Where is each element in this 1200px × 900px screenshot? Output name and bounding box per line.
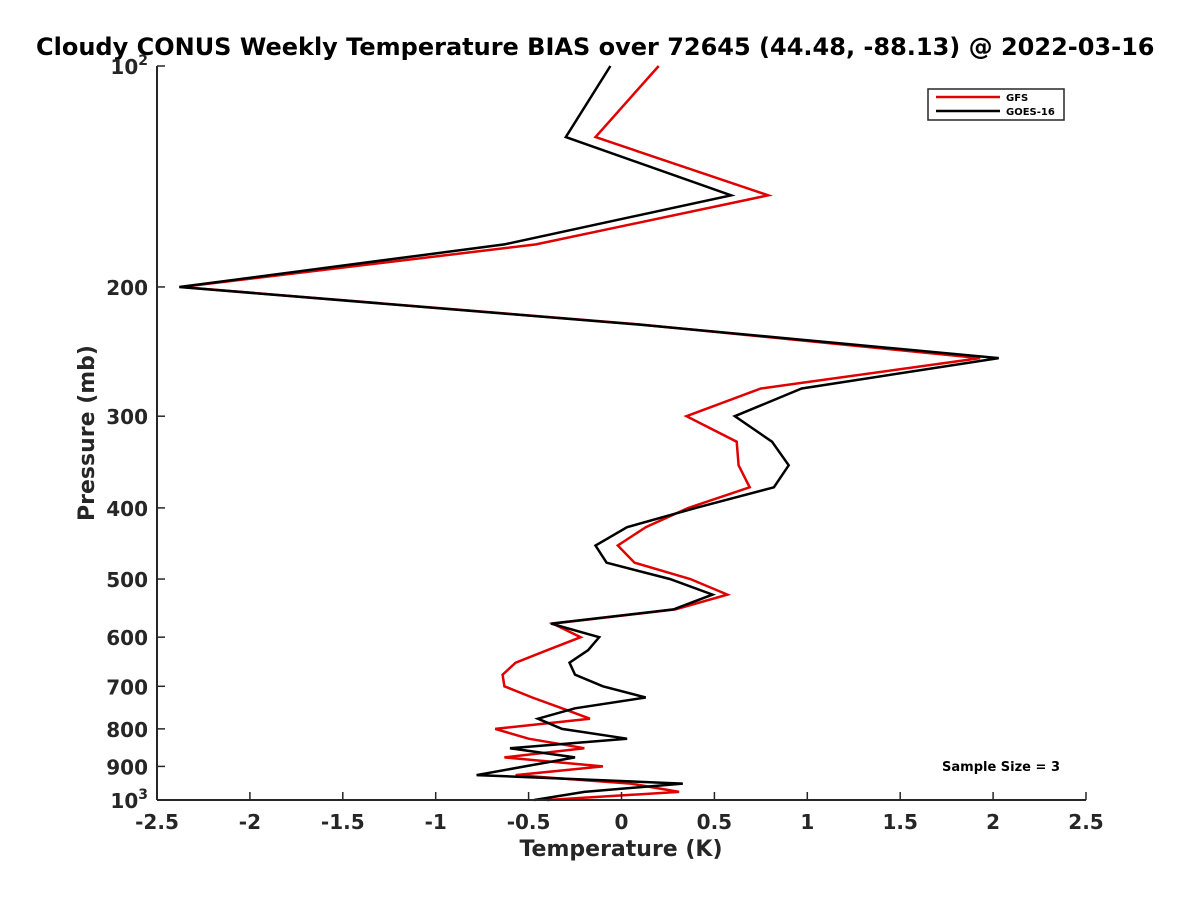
legend-label-goes16: GOES-16 bbox=[1006, 107, 1055, 118]
x-axis-label: Temperature (K) bbox=[519, 837, 722, 862]
plot-area bbox=[179, 65, 999, 802]
x-ticks: -2.5 -2 -1.5 -1 -0.5 0 0.5 1 1.5 2 2.5 bbox=[135, 792, 1104, 834]
y-tick-label: 400 bbox=[106, 497, 148, 521]
y-tick-label: 200 bbox=[106, 276, 148, 300]
x-tick-label: 2.5 bbox=[1068, 810, 1103, 834]
legend-label-gfs: GFS bbox=[1006, 93, 1028, 104]
y-tick-label: 600 bbox=[106, 626, 148, 650]
x-tick-label: -1 bbox=[425, 810, 447, 834]
y-tick-label: 103 bbox=[110, 787, 148, 813]
sample-size-annotation: Sample Size = 3 bbox=[942, 760, 1060, 775]
x-tick-label: -0.5 bbox=[507, 810, 551, 834]
legend: GFS GOES-16 bbox=[927, 88, 1065, 121]
y-tick-label: 900 bbox=[106, 755, 148, 779]
y-tick-label: 700 bbox=[106, 675, 148, 699]
x-tick-label: 0 bbox=[615, 810, 629, 834]
legend-box bbox=[927, 88, 1065, 121]
y-ticks: 102 200 300 400 500 600 700 800 900 103 bbox=[106, 53, 165, 813]
chart-title: Cloudy CONUS Weekly Temperature BIAS ove… bbox=[36, 33, 1154, 61]
x-tick-label: -1.5 bbox=[321, 810, 365, 834]
series-line-goes16 bbox=[179, 65, 999, 802]
x-tick-label: 1.5 bbox=[882, 810, 917, 834]
y-tick-label: 500 bbox=[106, 568, 148, 592]
x-tick-label: 1 bbox=[800, 810, 814, 834]
y-tick-label: 300 bbox=[106, 405, 148, 429]
y-tick-label: 800 bbox=[106, 718, 148, 742]
y-tick-label: 102 bbox=[110, 53, 148, 79]
x-tick-label: -2 bbox=[239, 810, 261, 834]
x-tick-label: 0.5 bbox=[697, 810, 732, 834]
y-axis-label: Pressure (mb) bbox=[75, 345, 100, 521]
x-tick-label: 2 bbox=[986, 810, 1000, 834]
x-tick-label: -2.5 bbox=[135, 810, 179, 834]
